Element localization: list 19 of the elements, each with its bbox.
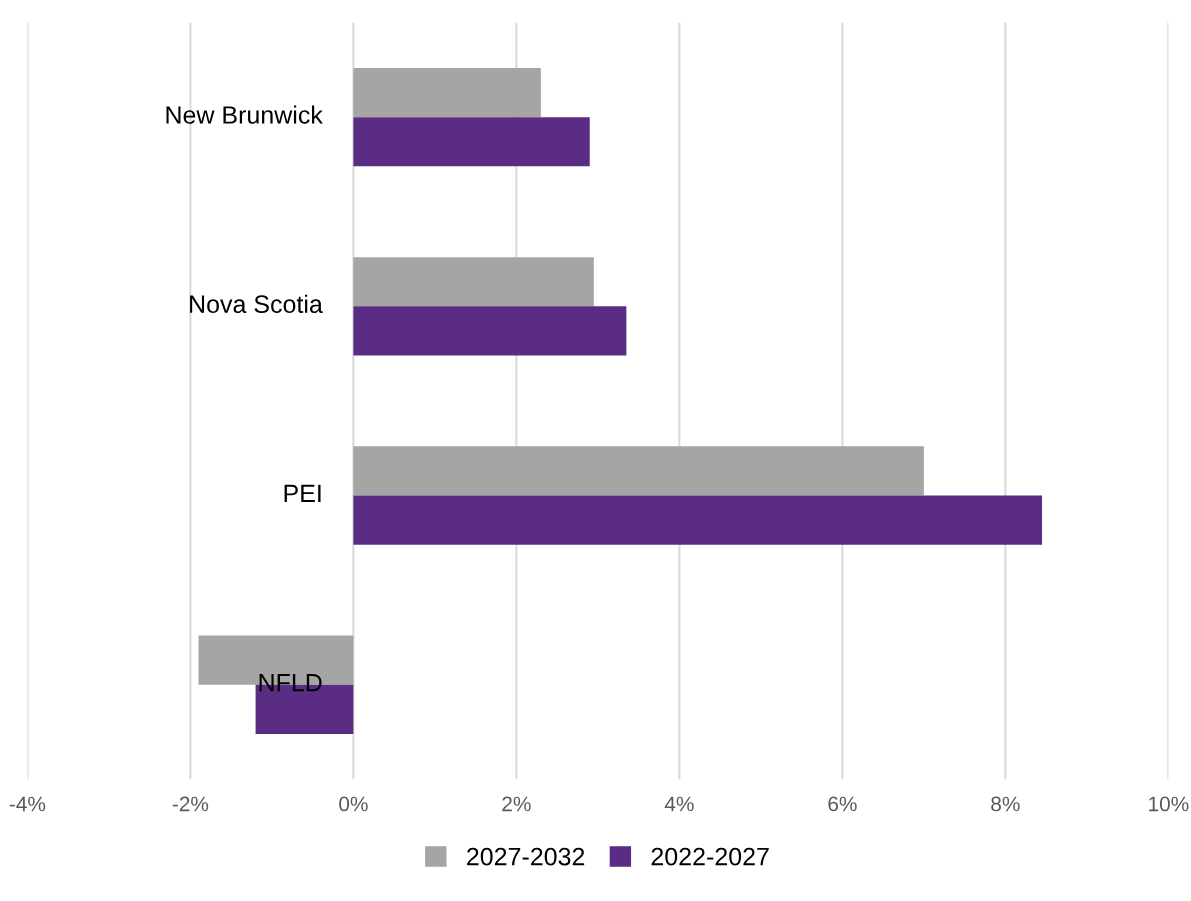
bar [353, 117, 590, 167]
x-tick-label: 10% [1149, 796, 1189, 812]
y-tick-label: PEI [284, 484, 321, 503]
legend-label: 2022-2027 [651, 847, 769, 866]
bar [353, 306, 627, 356]
x-tick-label: 8% [991, 796, 1020, 812]
x-tick-label: -4% [9, 796, 46, 812]
x-tick-label: 6% [828, 796, 857, 812]
x-tick-label: 4% [664, 796, 694, 812]
y-tick-label: Nova Scotia [190, 294, 323, 314]
legend-label: 2027-2032 [467, 847, 585, 866]
x-tick-label: -2% [172, 796, 209, 812]
x-tick-label: 0% [339, 796, 368, 812]
bar [353, 495, 1043, 545]
bar [353, 446, 924, 496]
bar [353, 67, 541, 118]
bar [353, 257, 594, 307]
x-tick-label: 2% [502, 796, 531, 812]
y-tick-label: New Brunwick [166, 105, 323, 124]
